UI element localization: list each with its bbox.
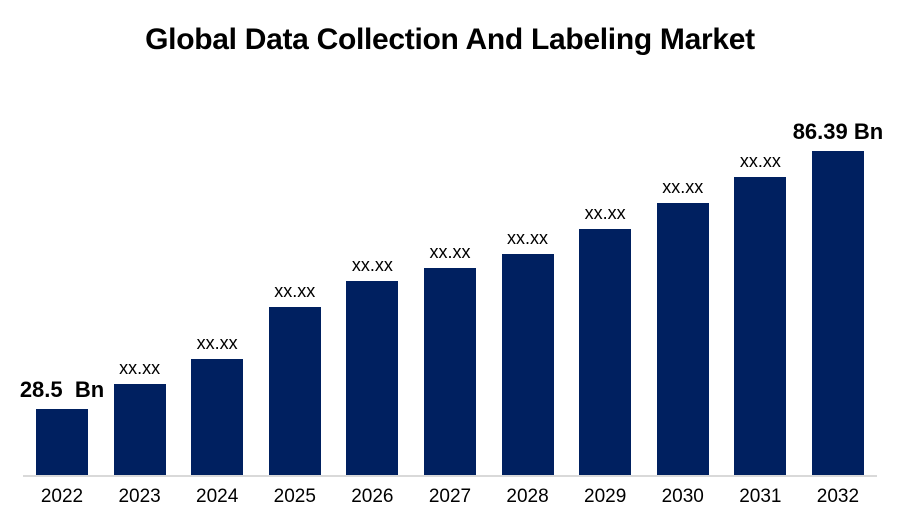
bars-area: 28.5 Bn xx.xx xx.xx xx.xx xx.xx xx.xx xx.xx xx.…: [20, 0, 883, 475]
x-axis-labels: 2022 2023 2024 2025 2026 2027 2028 2029 2030 2031…: [36, 486, 864, 508]
x-axis-label-2027: 2027: [428, 486, 472, 507]
x-axis-label-2023: 2023: [118, 486, 161, 507]
bar-column-2025: xx.xx: [268, 281, 321, 475]
bar-2028: [501, 254, 554, 475]
x-axis-label-2028: 2028: [506, 486, 549, 507]
bar-2024: [191, 359, 244, 475]
bar-column-2023: xx.xx: [113, 358, 166, 475]
x-axis-label-2030: 2030: [661, 486, 704, 507]
bar-value-label-2023: xx.xx: [119, 358, 161, 378]
chart-title: Global Data Collection And Labeling Mark…: [145, 23, 755, 56]
bar-column-2032: 86.39 Bn: [793, 121, 883, 475]
x-axis-label-2031: 2031: [739, 486, 782, 507]
bar-value-label-2032: 86.39 Bn: [792, 119, 884, 144]
bar-value-label-2027: xx.xx: [429, 242, 471, 262]
bar-value-label-2030: xx.xx: [662, 177, 704, 197]
bar-2030: [656, 203, 709, 475]
x-axis-label-2024: 2024: [196, 486, 239, 507]
bar-2031: [734, 177, 787, 475]
bar-value-label-2028: xx.xx: [507, 228, 549, 248]
bar-value-label-2025: xx.xx: [274, 281, 316, 301]
bar-column-2028: xx.xx: [501, 228, 554, 475]
bar-2027: [423, 268, 476, 475]
bar-value-label-2026: xx.xx: [351, 255, 393, 275]
bar-column-2029: xx.xx: [579, 203, 632, 475]
bar-column-2026: xx.xx: [346, 255, 399, 475]
bar-value-label-2024: xx.xx: [196, 333, 238, 353]
x-axis-label-2025: 2025: [273, 486, 316, 507]
bar-2025: [268, 307, 321, 475]
bar-value-label-2022: 28.5 Bn: [19, 377, 105, 402]
x-axis-label-2026: 2026: [351, 486, 394, 507]
bar-2032: [811, 151, 864, 475]
bar-2026: [346, 281, 399, 475]
bar-column-2030: xx.xx: [656, 177, 709, 475]
bar-2029: [579, 229, 632, 475]
bar-column-2024: xx.xx: [191, 333, 244, 475]
x-axis-label-2032: 2032: [816, 486, 860, 507]
bar-column-2022: 28.5 Bn: [20, 379, 104, 475]
bar-2023: [113, 384, 166, 475]
bar-2022: [36, 409, 88, 475]
x-axis-line: [23, 475, 877, 477]
bar-column-2027: xx.xx: [423, 242, 476, 475]
bar-column-2031: xx.xx: [734, 151, 787, 475]
bar-value-label-2029: xx.xx: [584, 203, 626, 223]
bar-value-label-2031: xx.xx: [739, 151, 781, 171]
x-axis-label-2022: 2022: [40, 486, 84, 507]
x-axis-label-2029: 2029: [584, 486, 627, 507]
